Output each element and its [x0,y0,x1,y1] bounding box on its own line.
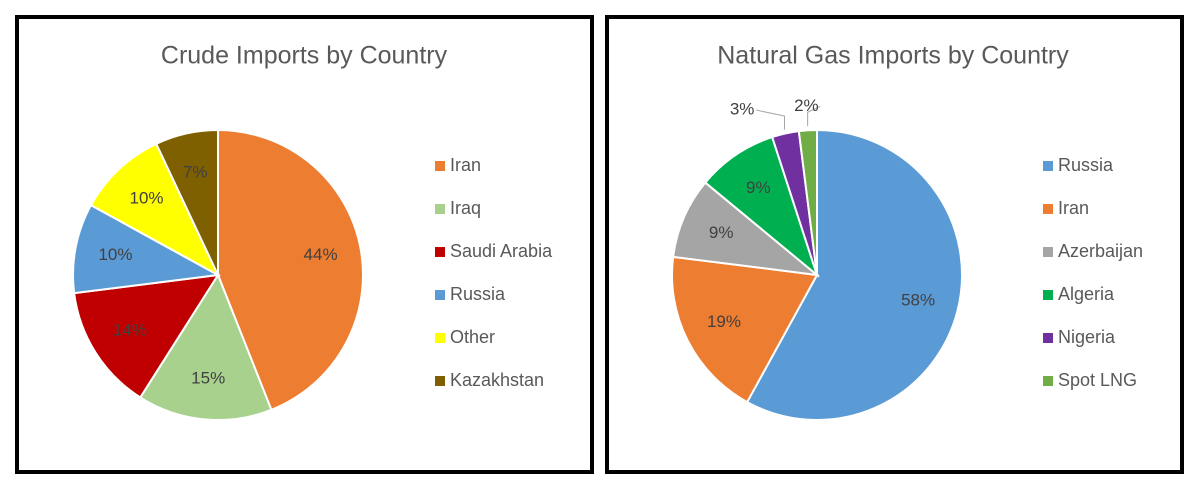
legend-marker [435,204,445,214]
pie-slice [72,203,222,295]
legend-marker [435,333,445,343]
legend-marker [1043,204,1053,214]
legend-marker [435,161,445,171]
data-label: 19% [707,312,741,331]
pie-slice [672,181,821,277]
legend-label: Russia [450,284,506,304]
legend-label: Other [450,327,495,347]
data-label: 7% [183,163,208,182]
data-label: 10% [130,188,164,207]
legend-marker [1043,161,1053,171]
legend-label: Iran [1058,198,1089,218]
pie-slice [89,142,221,278]
legend-label: Iraq [450,198,481,218]
legend-label: Spot LNG [1058,370,1137,390]
data-label: 9% [709,223,734,242]
pie-slice [217,128,364,412]
legend-marker [435,376,445,386]
legend-label: Saudi Arabia [450,241,553,261]
pie-slice [154,128,219,276]
legend-marker [435,290,445,300]
pie-slice [703,135,820,278]
legend-label: Azerbaijan [1058,241,1143,261]
leader-line [756,109,785,130]
legend-marker [1043,247,1053,257]
pie-slice [671,255,819,404]
pie-slice [745,128,963,421]
data-label: 10% [98,245,132,264]
legend-marker [1043,333,1053,343]
legend-label: Russia [1058,155,1114,175]
data-label: 44% [304,245,338,264]
leader-line [807,105,821,127]
legend-label: Nigeria [1058,327,1116,347]
legend-marker [435,247,445,257]
chart-title: Natural Gas Imports by Country [717,42,1069,70]
legend-label: Algeria [1058,284,1115,304]
data-label: 3% [730,100,755,119]
legend-label: Iran [450,155,481,175]
pie-slice [797,128,818,276]
legend-marker [1043,290,1053,300]
data-label: 9% [746,178,771,197]
data-label: 58% [901,290,935,309]
data-label: 15% [191,368,225,387]
pie-slice [138,272,273,421]
data-label: 2% [794,96,819,115]
legend-label: Kazakhstan [450,370,544,390]
chart-title: Crude Imports by Country [161,42,448,70]
legend-marker [1043,376,1053,386]
data-label: 14% [113,320,147,339]
pie-slice [73,273,220,399]
